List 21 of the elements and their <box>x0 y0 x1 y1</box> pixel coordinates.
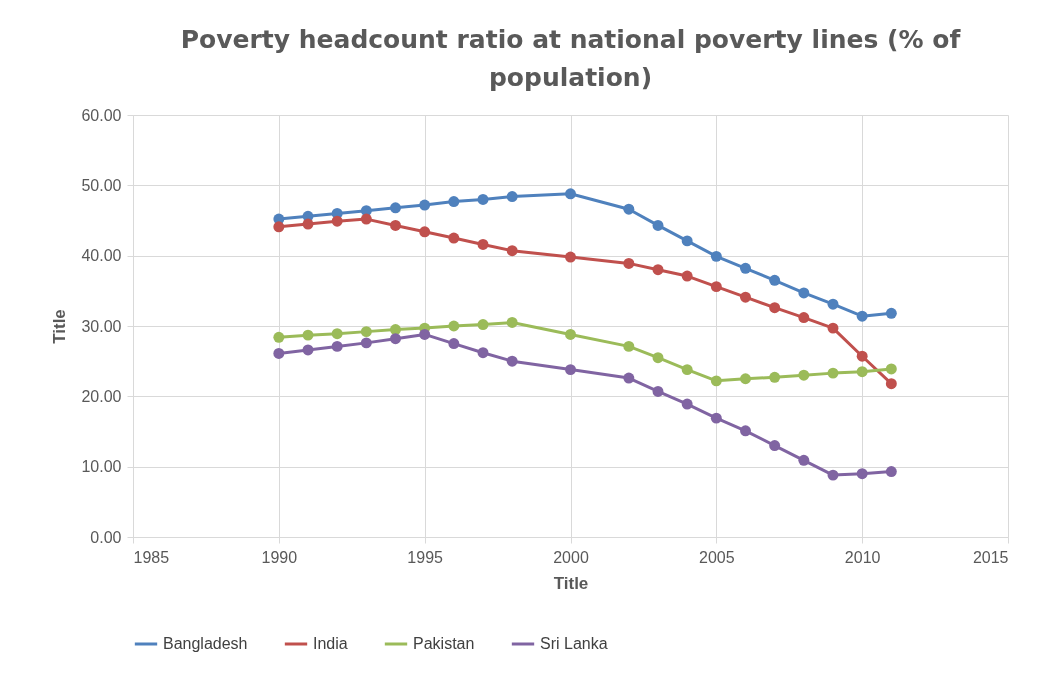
y-tick-label: 50.00 <box>81 176 122 194</box>
y-tick-label: 60.00 <box>81 106 122 124</box>
chart-title: Poverty headcount ratio at national poverty lines (% of population) <box>180 25 962 92</box>
x-tick-label: 2005 <box>699 548 735 566</box>
x-tick-label: 2000 <box>553 548 589 566</box>
y-tick-label: 0.00 <box>90 528 122 546</box>
x-tick-label: 1995 <box>407 548 444 566</box>
y-tick-label: 30.00 <box>81 317 122 335</box>
x-tick-label: 1985 <box>133 548 170 566</box>
x-axis-title: Title <box>553 573 589 593</box>
legend-label: Pakistan <box>413 635 475 652</box>
x-tick-label: 2010 <box>844 548 881 566</box>
x-tick-label: 2015 <box>972 548 1009 566</box>
y-tick-label: 10.00 <box>81 458 122 476</box>
y-tick-label: 40.00 <box>81 247 122 265</box>
y-axis-title: Title <box>50 309 70 344</box>
x-tick-label: 1990 <box>261 548 298 566</box>
legend-label: India <box>313 635 348 652</box>
y-tick-label: 20.00 <box>81 387 122 405</box>
legend-label: Bangladesh <box>163 635 248 652</box>
legend-label: Sri Lanka <box>540 635 608 652</box>
